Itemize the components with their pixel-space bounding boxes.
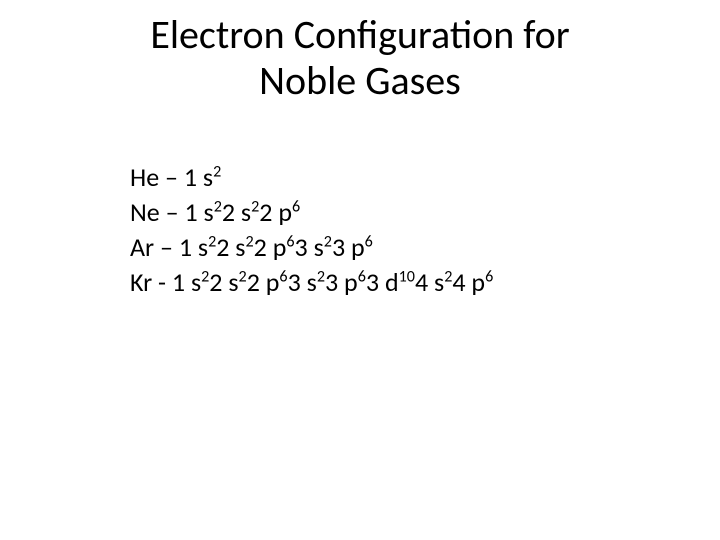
element-symbol: Ne (130, 196, 160, 228)
config-row: He – 1 s2 (130, 160, 493, 195)
orbital-base: 1 s (184, 196, 213, 228)
separator: – (159, 161, 184, 193)
slide-body: He – 1 s2Ne – 1 s22 s22 p6Ar – 1 s22 s22… (130, 160, 493, 300)
orbital-base: 1 s (179, 231, 208, 263)
orbital-base: 3 d (366, 266, 399, 298)
orbital-sup: 6 (292, 197, 300, 216)
slide: Electron Configuration for Noble Gases H… (0, 0, 720, 540)
orbital-sup: 2 (213, 162, 221, 181)
orbital-sup: 6 (286, 233, 294, 252)
orbital-base: 2 s (216, 231, 245, 263)
separator: - (152, 266, 172, 298)
orbital-base: 1 s (172, 266, 201, 298)
orbital-base: 4 p (452, 266, 485, 298)
slide-title: Electron Configuration for Noble Gases (0, 12, 720, 104)
orbital-base: 3 s (288, 266, 317, 298)
separator: – (154, 231, 179, 263)
orbital-base: 4 s (415, 266, 444, 298)
orbital-sup: 2 (324, 233, 332, 252)
orbital-sup: 6 (358, 268, 366, 287)
element-symbol: He (130, 161, 159, 193)
orbital-sup: 6 (485, 268, 493, 287)
separator: – (160, 196, 185, 228)
orbital-base: 1 s (184, 161, 213, 193)
orbital-base: 3 s (295, 231, 324, 263)
orbital-sup: 6 (365, 233, 373, 252)
orbital-sup: 2 (245, 233, 253, 252)
orbital-base: 2 s (209, 266, 238, 298)
orbital-sup: 6 (279, 268, 287, 287)
orbital-sup: 2 (208, 233, 216, 252)
title-line-2: Noble Gases (259, 56, 461, 105)
orbital-base: 3 p (332, 231, 365, 263)
orbital-sup: 10 (399, 268, 415, 287)
element-symbol: Ar (130, 231, 154, 263)
orbital-base: 2 p (254, 231, 287, 263)
element-symbol: Kr (130, 266, 152, 298)
orbital-base: 2 p (247, 266, 280, 298)
config-row: Ar – 1 s22 s22 p63 s23 p6 (130, 230, 493, 265)
config-row: Kr - 1 s22 s22 p63 s23 p63 d104 s24 p6 (130, 265, 493, 300)
config-row: Ne – 1 s22 s22 p6 (130, 195, 493, 230)
orbital-base: 2 p (259, 196, 292, 228)
orbital-base: 3 p (325, 266, 358, 298)
title-line-1: Electron Configuration for (150, 10, 569, 59)
orbital-sup: 2 (239, 268, 247, 287)
orbital-sup: 2 (317, 268, 325, 287)
orbital-sup: 2 (214, 197, 222, 216)
orbital-base: 2 s (222, 196, 251, 228)
